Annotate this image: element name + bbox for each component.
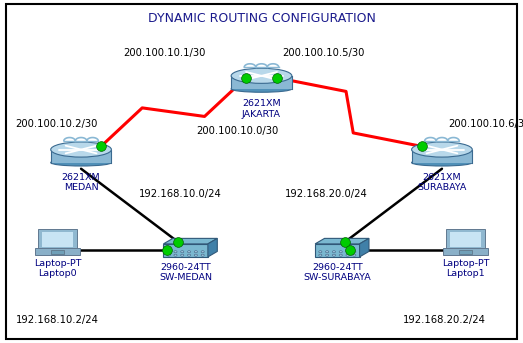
Text: 2960-24TT
SW-MEDAN: 2960-24TT SW-MEDAN <box>159 263 212 283</box>
Circle shape <box>187 254 190 256</box>
Text: 200.100.10.0/30: 200.100.10.0/30 <box>196 126 278 136</box>
Text: Laptop-PT
Laptop1: Laptop-PT Laptop1 <box>442 259 489 279</box>
Text: 192.168.10.0/24: 192.168.10.0/24 <box>139 189 221 199</box>
Circle shape <box>325 254 329 256</box>
FancyBboxPatch shape <box>35 248 81 255</box>
FancyBboxPatch shape <box>163 244 208 257</box>
Ellipse shape <box>51 142 111 157</box>
Circle shape <box>339 254 343 256</box>
Text: 2621XM
MEDAN: 2621XM MEDAN <box>62 173 100 192</box>
Circle shape <box>201 251 204 253</box>
Text: 200.100.10.2/30: 200.100.10.2/30 <box>16 119 98 129</box>
FancyBboxPatch shape <box>446 229 485 249</box>
FancyBboxPatch shape <box>412 150 472 163</box>
Text: 200.100.10.5/30: 200.100.10.5/30 <box>282 48 365 58</box>
Circle shape <box>346 251 349 253</box>
Circle shape <box>325 251 329 253</box>
FancyBboxPatch shape <box>450 232 481 247</box>
Circle shape <box>174 254 177 256</box>
Circle shape <box>333 251 336 253</box>
Circle shape <box>319 254 322 256</box>
Circle shape <box>195 251 197 253</box>
FancyBboxPatch shape <box>38 229 77 249</box>
FancyBboxPatch shape <box>459 250 472 254</box>
Text: 192.168.20.2/24: 192.168.20.2/24 <box>403 315 485 325</box>
Text: 2621XM
SURABAYA: 2621XM SURABAYA <box>417 173 467 192</box>
Text: 192.168.20.0/24: 192.168.20.0/24 <box>285 189 368 199</box>
Polygon shape <box>208 238 218 257</box>
Text: 2960-24TT
SW-SURABAYA: 2960-24TT SW-SURABAYA <box>303 263 371 283</box>
Polygon shape <box>315 238 369 244</box>
Ellipse shape <box>231 85 292 92</box>
Circle shape <box>346 254 349 256</box>
FancyBboxPatch shape <box>442 248 488 255</box>
Ellipse shape <box>231 68 292 83</box>
Circle shape <box>319 251 322 253</box>
Text: 2621XM
JAKARTA: 2621XM JAKARTA <box>242 99 281 119</box>
Text: 192.168.10.2/24: 192.168.10.2/24 <box>16 315 98 325</box>
Circle shape <box>353 251 356 253</box>
Text: 200.100.10.1/30: 200.100.10.1/30 <box>123 48 206 58</box>
Circle shape <box>201 254 204 256</box>
FancyBboxPatch shape <box>315 244 360 257</box>
Circle shape <box>181 254 184 256</box>
FancyBboxPatch shape <box>51 250 64 254</box>
Circle shape <box>167 251 170 253</box>
FancyBboxPatch shape <box>51 150 111 163</box>
Ellipse shape <box>51 159 111 166</box>
Ellipse shape <box>412 142 472 157</box>
Circle shape <box>181 251 184 253</box>
Circle shape <box>333 254 336 256</box>
Circle shape <box>195 254 197 256</box>
Ellipse shape <box>412 159 472 166</box>
Circle shape <box>339 251 343 253</box>
Circle shape <box>353 254 356 256</box>
Polygon shape <box>163 238 218 244</box>
Text: Laptop-PT
Laptop0: Laptop-PT Laptop0 <box>34 259 81 279</box>
Text: DYNAMIC ROUTING CONFIGURATION: DYNAMIC ROUTING CONFIGURATION <box>147 12 376 25</box>
Circle shape <box>174 251 177 253</box>
FancyBboxPatch shape <box>231 76 292 89</box>
Polygon shape <box>360 238 369 257</box>
FancyBboxPatch shape <box>42 232 73 247</box>
Circle shape <box>187 251 190 253</box>
Circle shape <box>167 254 170 256</box>
Text: 200.100.10.6/30: 200.100.10.6/30 <box>449 119 523 129</box>
